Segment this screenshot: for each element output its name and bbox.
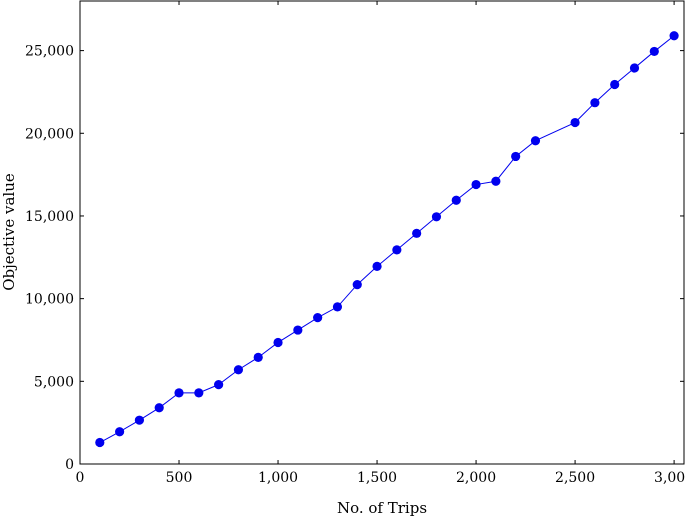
data-point bbox=[214, 380, 224, 390]
x-tick-label: 3,000 bbox=[654, 470, 685, 486]
y-tick-label: 15,000 bbox=[25, 209, 74, 225]
data-point bbox=[431, 212, 442, 222]
y-tick-label: 5,000 bbox=[34, 374, 74, 390]
data-point bbox=[412, 228, 422, 238]
y-tick-label: 0 bbox=[65, 457, 74, 473]
data-point bbox=[610, 79, 620, 90]
plot-frame bbox=[79, 0, 685, 465]
data-point bbox=[471, 179, 481, 190]
x-axis-ticks: 0 500 1,000 1,500 2,000 2,500 3,000 bbox=[76, 1, 685, 486]
x-tick-label: 2,500 bbox=[555, 470, 595, 486]
data-point bbox=[273, 337, 283, 348]
data-point bbox=[194, 388, 204, 398]
series-layer bbox=[95, 31, 679, 448]
y-tick-label: 10,000 bbox=[25, 292, 74, 308]
y-axis-label: Objective value bbox=[0, 173, 18, 291]
data-point bbox=[253, 352, 263, 362]
data-point bbox=[293, 325, 303, 335]
series-line bbox=[99, 35, 675, 443]
data-point bbox=[154, 403, 164, 413]
x-tick-label: 1,500 bbox=[357, 470, 397, 486]
data-point bbox=[649, 46, 659, 57]
data-point bbox=[570, 117, 580, 128]
data-point bbox=[332, 302, 343, 312]
data-point bbox=[115, 427, 125, 437]
data-point bbox=[629, 63, 640, 73]
x-tick-label: 1,000 bbox=[258, 470, 298, 486]
data-point bbox=[95, 437, 105, 448]
data-point bbox=[392, 245, 402, 255]
x-tick-label: 2,000 bbox=[456, 470, 496, 486]
data-point bbox=[491, 176, 501, 186]
data-point bbox=[372, 261, 382, 271]
data-point bbox=[174, 388, 184, 398]
data-point bbox=[352, 279, 362, 290]
data-point bbox=[590, 98, 600, 108]
y-tick-label: 25,000 bbox=[25, 44, 74, 60]
y-tick-label: 20,000 bbox=[25, 126, 74, 142]
y-axis-ticks: 0 5,000 10,000 15,000 20,000 25,000 bbox=[25, 44, 684, 473]
data-point bbox=[451, 195, 461, 205]
data-point bbox=[511, 151, 521, 162]
data-point bbox=[530, 136, 541, 146]
x-tick-label: 500 bbox=[166, 470, 193, 486]
x-axis-label: No. of Trips bbox=[337, 499, 427, 516]
data-point bbox=[669, 31, 679, 41]
data-point bbox=[313, 313, 323, 323]
data-point bbox=[134, 415, 145, 425]
data-point bbox=[233, 365, 244, 375]
x-tick-label: 0 bbox=[76, 470, 85, 486]
